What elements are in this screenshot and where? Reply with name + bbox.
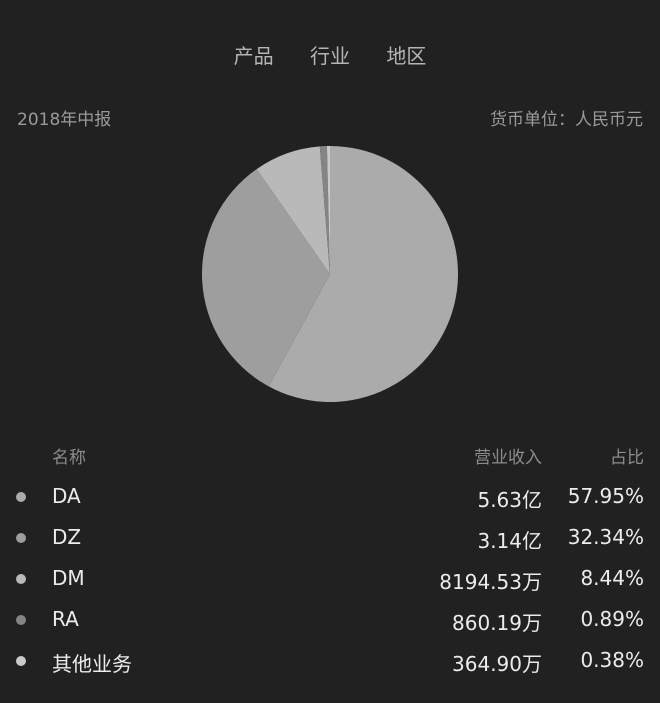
row-revenue: 5.63亿	[477, 488, 542, 512]
row-revenue: 364.90万	[452, 652, 542, 676]
pie-slice-dz[interactable]	[201, 169, 330, 387]
row-revenue: 3.14亿	[477, 529, 542, 553]
row-name: RA	[52, 607, 79, 631]
row-name: DM	[52, 566, 85, 590]
table-row[interactable]: DM 8194.53万 8.44%	[0, 562, 660, 602]
table-row[interactable]: DA 5.63亿 57.95%	[0, 480, 660, 520]
row-share: 8.44%	[580, 566, 644, 590]
row-share: 32.34%	[567, 525, 644, 549]
row-name: DZ	[52, 525, 82, 549]
pie-chart	[201, 146, 459, 403]
header-name: 名称	[52, 448, 86, 468]
legend-dot	[16, 656, 26, 666]
row-share: 0.89%	[580, 607, 644, 631]
row-revenue: 860.19万	[452, 611, 542, 635]
legend-dot	[16, 492, 26, 502]
tab-product[interactable]: 产品	[233, 44, 274, 68]
table-row[interactable]: 其他业务 364.90万 0.38%	[0, 644, 660, 684]
legend-dot	[16, 574, 26, 584]
row-name: DA	[52, 484, 81, 508]
pie-slice-其他业务[interactable]	[326, 146, 330, 274]
table-row[interactable]: DZ 3.14亿 32.34%	[0, 521, 660, 561]
header-share: 占比	[610, 448, 644, 468]
row-name: 其他业务	[52, 652, 132, 676]
report-period: 2018年中报	[17, 110, 112, 130]
legend-dot	[16, 533, 26, 543]
row-share: 0.38%	[580, 648, 644, 672]
table-row[interactable]: RA 860.19万 0.89%	[0, 603, 660, 643]
pie-slice-dm[interactable]	[256, 146, 330, 274]
row-revenue: 8194.53万	[439, 570, 542, 594]
currency-unit: 货币单位：人民币元	[490, 110, 643, 130]
legend-dot	[16, 615, 26, 625]
tab-industry[interactable]: 行业	[310, 44, 350, 68]
header-revenue: 营业收入	[474, 448, 542, 468]
row-share: 57.95%	[567, 484, 644, 508]
tab-region[interactable]: 地区	[386, 44, 427, 68]
tab-bar: 产品 行业 地区	[0, 40, 660, 69]
pie-slice-ra[interactable]	[319, 146, 330, 274]
pie-slice-da[interactable]	[268, 146, 459, 403]
